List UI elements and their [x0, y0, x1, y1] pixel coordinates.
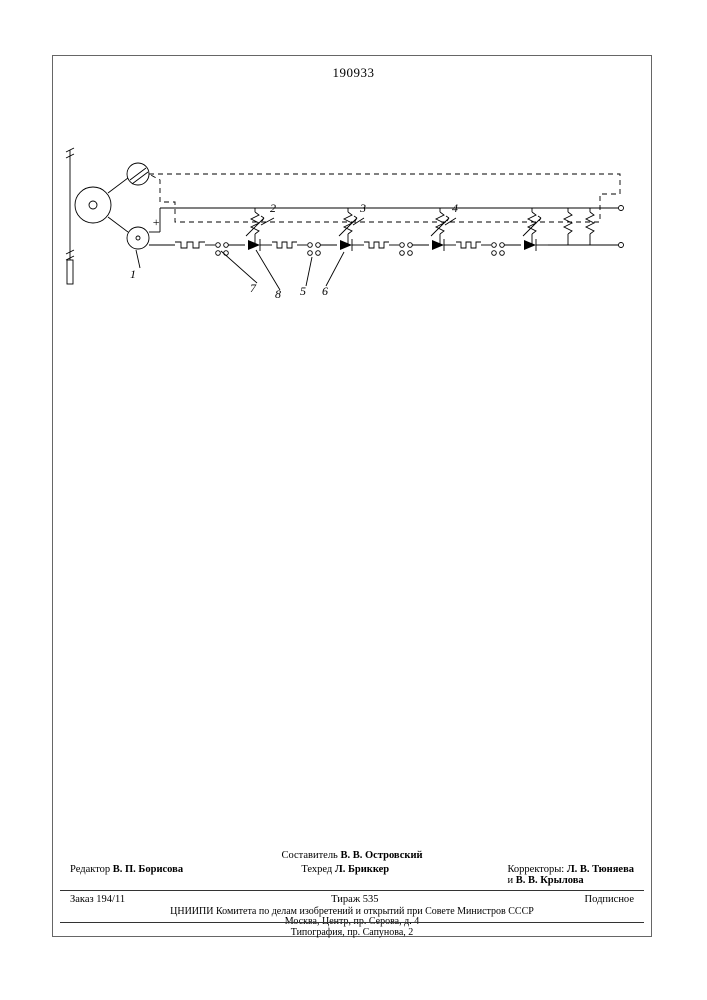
label-5: 5	[300, 284, 306, 298]
label-1: 1	[130, 267, 136, 281]
footer-rule-2	[60, 922, 644, 923]
footer-typography: Типография, пр. Сапунова, 2	[52, 927, 652, 938]
label-6: 6	[322, 284, 328, 298]
patent-number: 190933	[0, 65, 707, 81]
svg-text:+: +	[152, 215, 160, 229]
footer-pub-row: Заказ 194/11 Тираж 535 Подписное	[52, 894, 652, 905]
label-2: 2	[270, 201, 276, 215]
circuit-diagram: +	[60, 150, 650, 335]
label-3: 3	[359, 201, 366, 215]
footer-credits-row: Редактор В. П. Борисова Техред Л. Брикке…	[52, 864, 652, 886]
footer-rule-1	[60, 890, 644, 891]
footer-compiler: Составитель В. В. Островский	[52, 850, 652, 861]
label-4: 4	[452, 201, 458, 215]
label-7: 7	[250, 281, 257, 295]
label-8: 8	[275, 287, 281, 301]
